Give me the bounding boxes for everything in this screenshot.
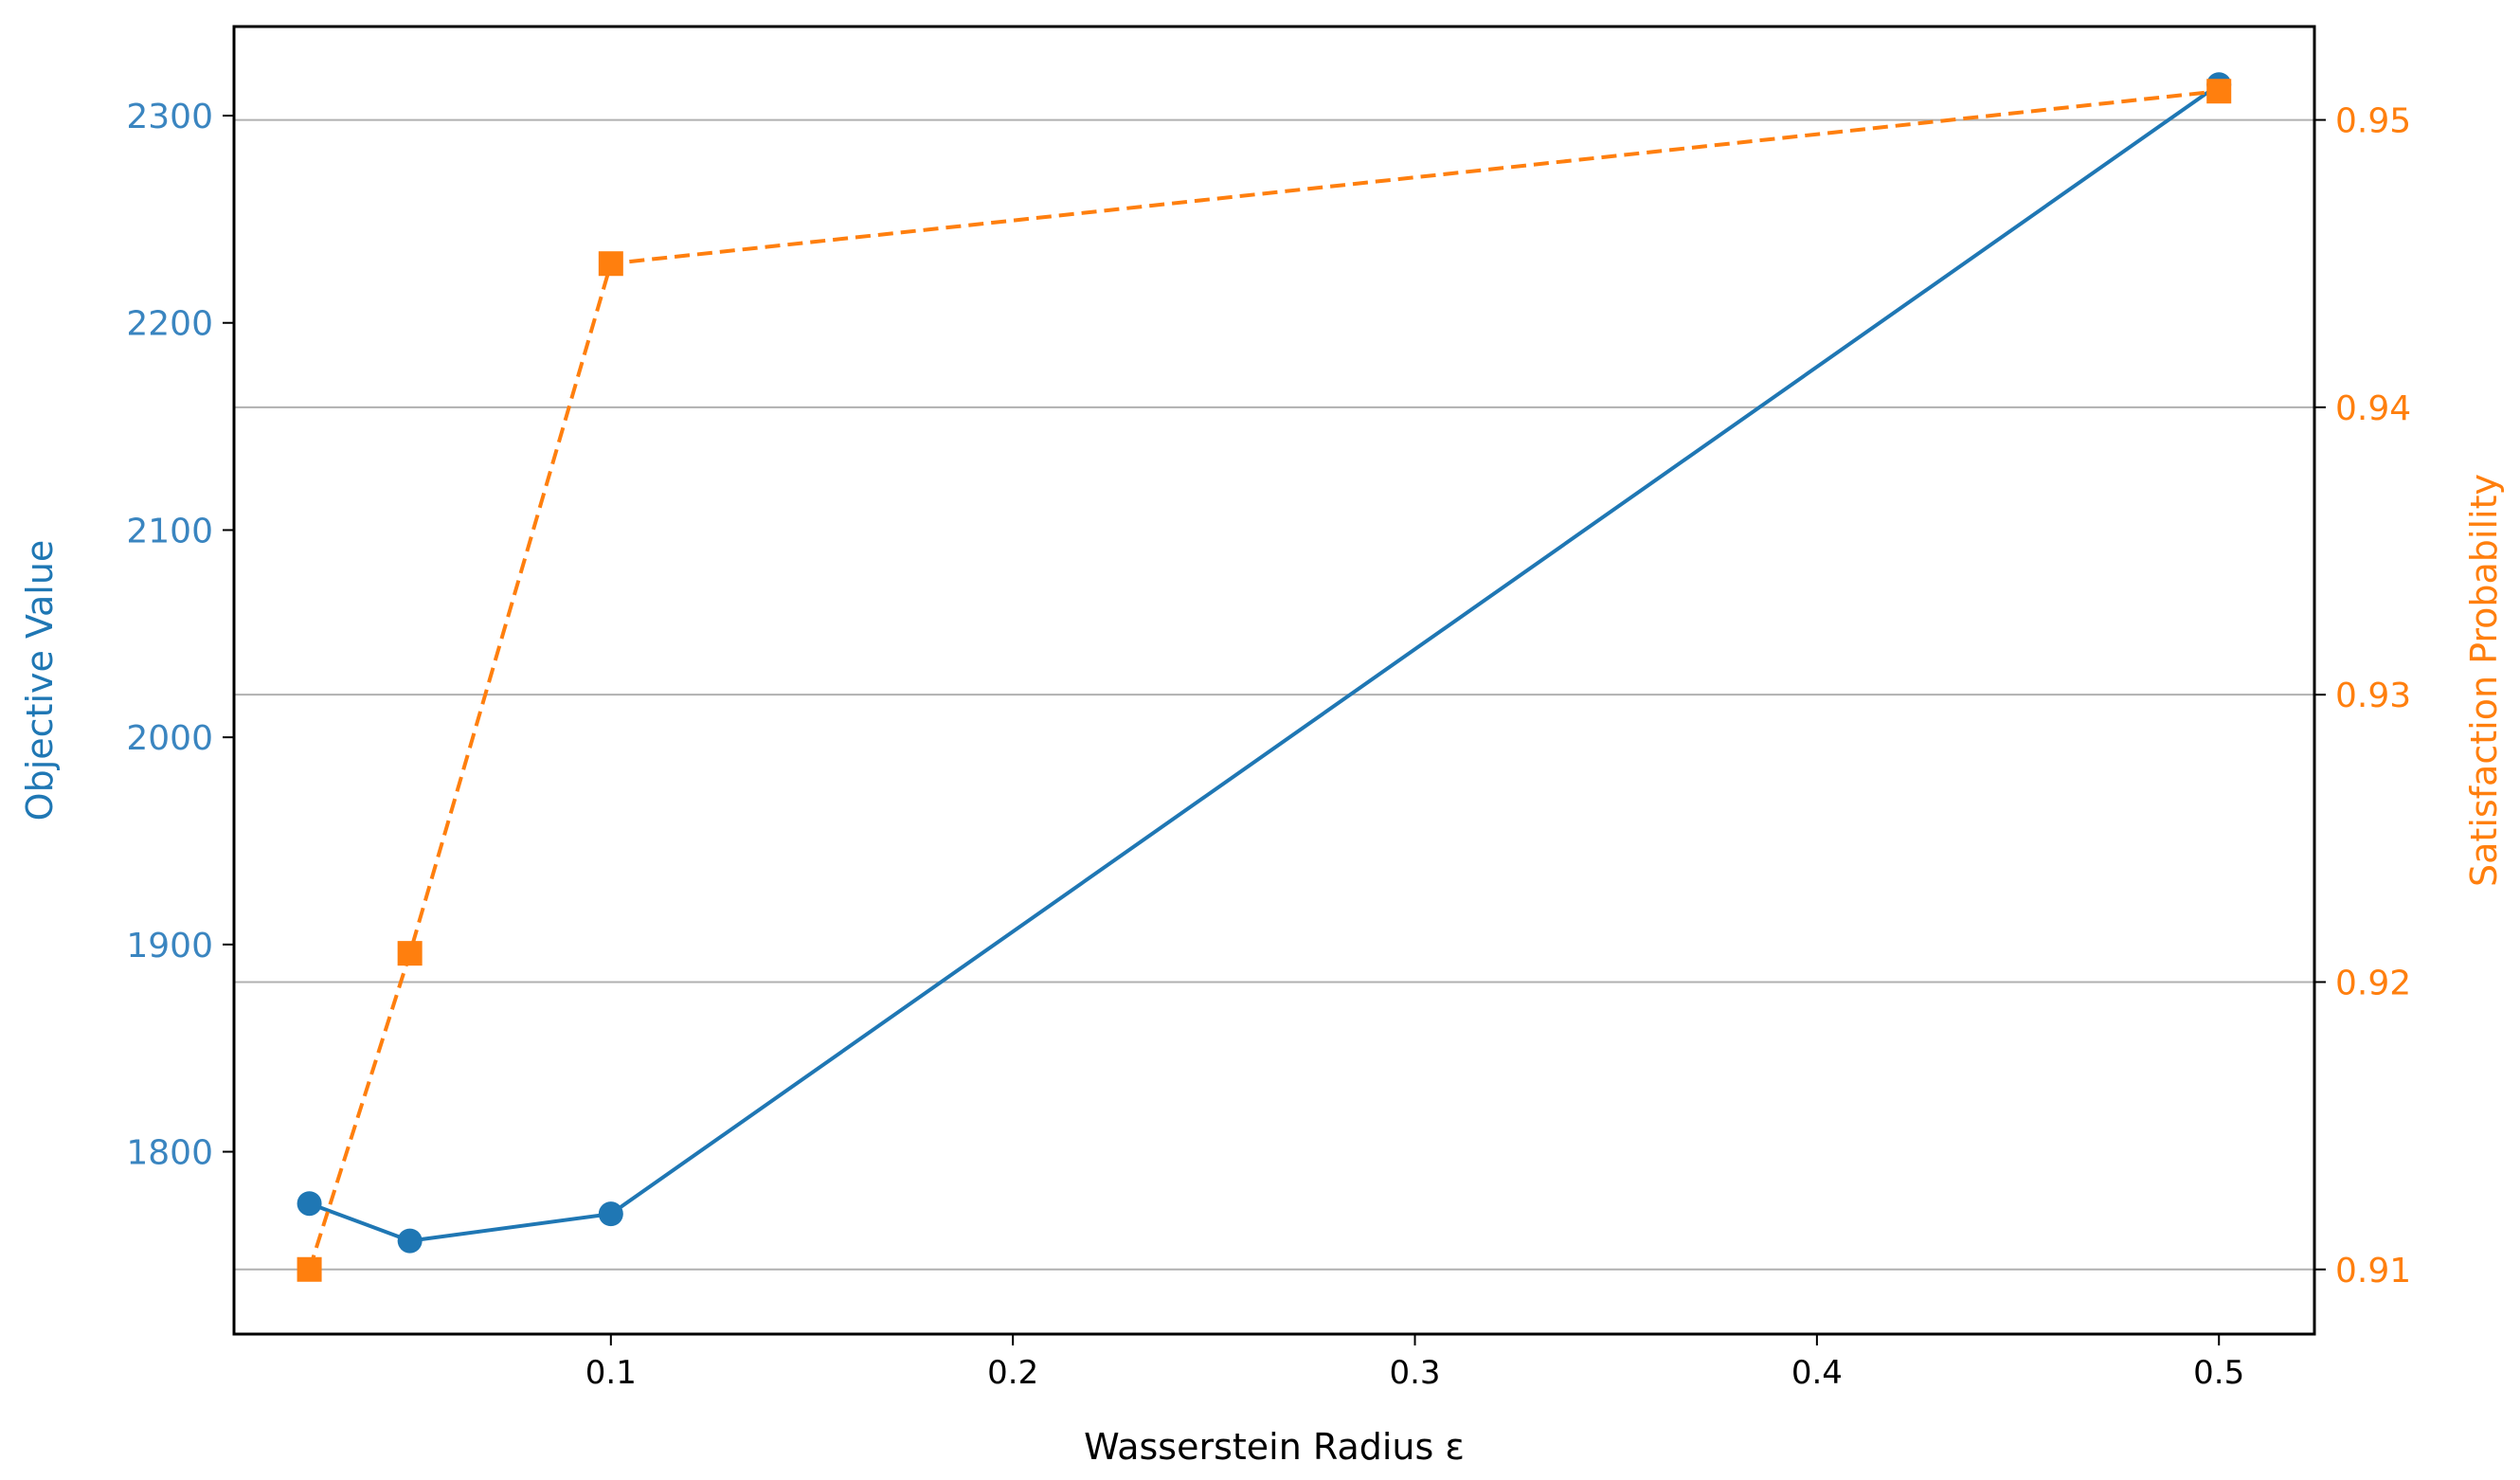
left-y-tick-label: 1900 [126, 927, 213, 966]
x-tick-label: 0.2 [987, 1354, 1038, 1392]
x-tick-label: 0.1 [585, 1354, 637, 1392]
satisfaction-probability-line [307, 89, 2220, 1271]
right-y-tick-label: 0.94 [2335, 389, 2411, 428]
axes: 0.1 0.2 0.3 0.4 0.5 1800 1900 2000 2100 2200 2300 0… [126, 98, 2411, 1392]
satisfaction-probability-point [2206, 79, 2232, 104]
left-y-tick-label: 2200 [126, 305, 213, 344]
series-layer [297, 72, 2232, 1282]
objective-value-point [397, 1228, 423, 1254]
left-y-axis-label: Objective Value [19, 540, 61, 821]
satisfaction-probability-point [397, 941, 423, 966]
x-tick-label: 0.5 [2193, 1354, 2244, 1392]
right-y-tick-label: 0.91 [2335, 1252, 2411, 1290]
right-y-tick-label: 0.92 [2335, 964, 2411, 1002]
right-y-axis-label: Satisfaction Probability [2463, 474, 2505, 887]
left-y-tick-label: 1800 [126, 1134, 213, 1173]
x-axis-label: Wasserstein Radius ε [1084, 1426, 1465, 1468]
satisfaction-probability-point [598, 251, 623, 277]
gridlines [234, 118, 2314, 1271]
plot-frame [232, 25, 2316, 1336]
right-y-tick-label: 0.95 [2335, 102, 2411, 141]
objective-value-point [297, 1191, 322, 1217]
x-tick-label: 0.4 [1791, 1354, 1843, 1392]
left-y-tick-label: 2000 [126, 719, 213, 758]
left-y-tick-label: 2300 [126, 98, 213, 136]
right-y-tick-label: 0.93 [2335, 677, 2411, 715]
left-y-tick-label: 2100 [126, 512, 213, 550]
x-tick-label: 0.3 [1389, 1354, 1440, 1392]
satisfaction-probability-point [297, 1256, 322, 1282]
objective-value-line [308, 82, 2221, 1243]
objective-value-point [598, 1201, 623, 1227]
